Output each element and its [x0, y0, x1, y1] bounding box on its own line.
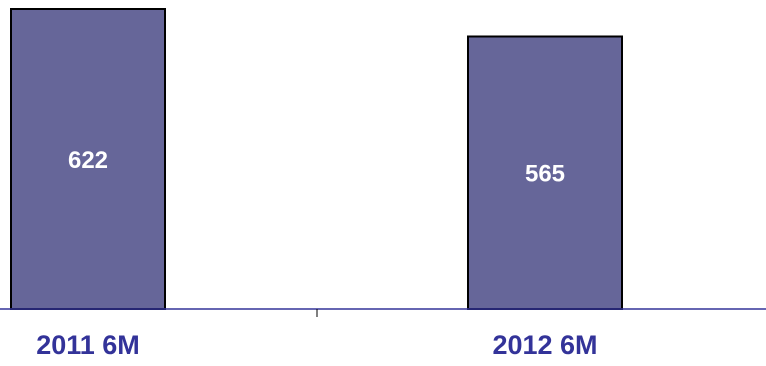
data-label: 565 [525, 161, 565, 188]
category-label: 2012 6M [492, 330, 597, 360]
data-label: 622 [68, 147, 108, 174]
bar-2011-6m [10, 8, 166, 310]
category-label: 2011 6M [36, 330, 140, 360]
category-labels-layer: 2011 6M 2012 6M [36, 330, 597, 360]
data-labels-layer: 622 565 [68, 147, 565, 188]
bar-2012-6m [467, 35, 623, 310]
axis-layer [0, 308, 766, 317]
bars-layer [10, 8, 623, 310]
